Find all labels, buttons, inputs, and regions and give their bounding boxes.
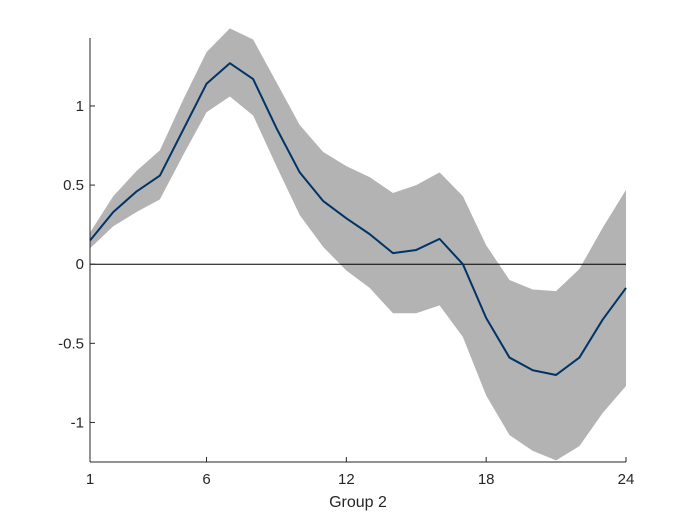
median-line-layer [89,62,627,376]
confidence-band [90,28,626,461]
median-line [89,62,627,376]
y-tick-label: 1 [76,98,84,115]
axes-layer [89,38,626,463]
x-tick-label: 18 [478,471,495,488]
y-tick-label: -0.5 [58,335,84,352]
y-tick-label: 0 [76,256,84,273]
confidence-band-layer [90,28,626,461]
y-tick-label: 0.5 [63,177,84,194]
x-ticks: 1 6 12 18 24 [86,457,635,488]
x-axis-label: Group 2 [329,494,387,511]
x-tick-label: 6 [202,471,210,488]
x-tick-label: 1 [86,471,94,488]
y-ticks: -1 -0.5 0 0.5 1 [58,98,95,431]
x-tick-label: 24 [618,471,635,488]
y-tick-label: -1 [71,414,84,431]
x-tick-label: 12 [338,471,355,488]
